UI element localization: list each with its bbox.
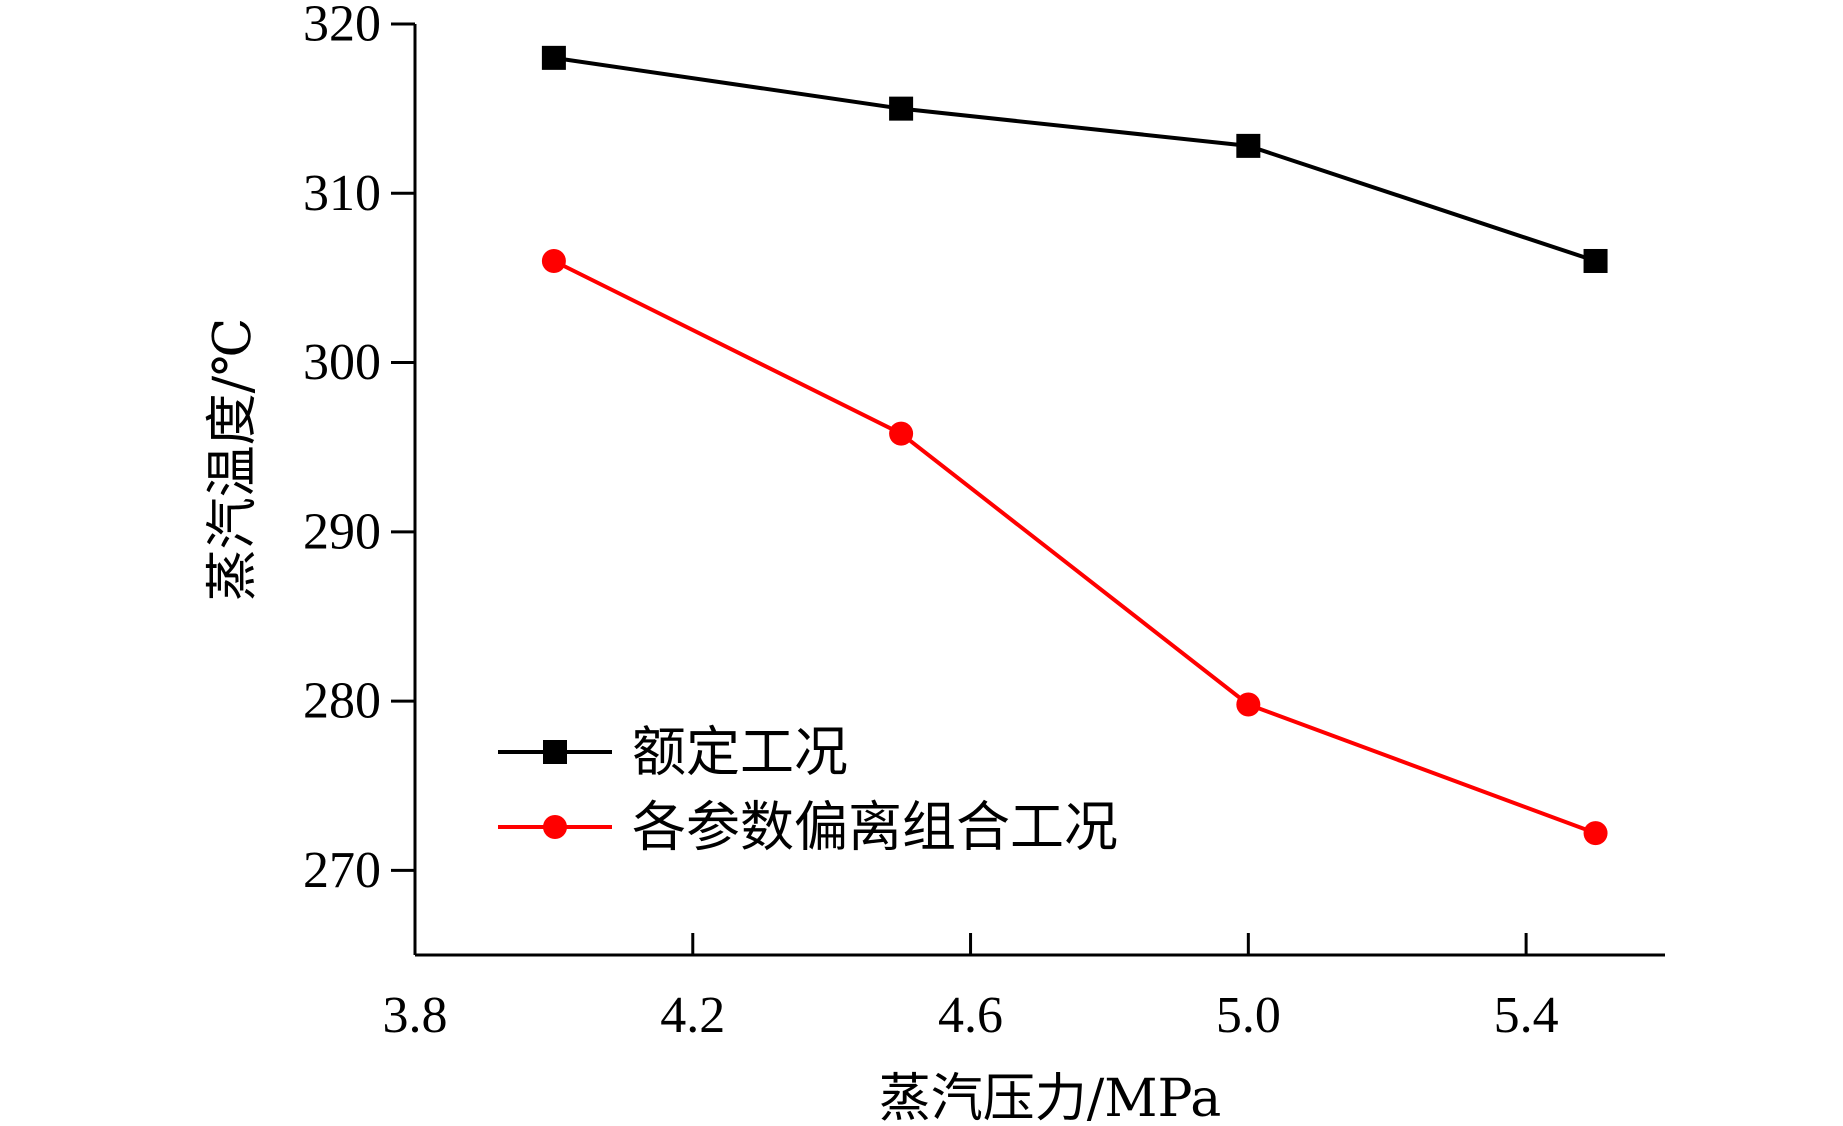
y-tick-label: 270 bbox=[303, 842, 381, 899]
data-point bbox=[1583, 248, 1608, 273]
x-tick-label: 5.0 bbox=[1216, 987, 1281, 1044]
legend-item: 额定工况 bbox=[498, 721, 848, 784]
legend-label: 各参数偏离组合工况 bbox=[632, 796, 1118, 859]
y-tick-label: 310 bbox=[303, 165, 381, 222]
y-axis-label: 蒸汽温度/℃ bbox=[203, 318, 263, 602]
series-1 bbox=[541, 45, 1608, 273]
y-tick-label: 320 bbox=[303, 0, 381, 53]
legend-marker bbox=[543, 740, 567, 764]
data-point bbox=[1236, 133, 1261, 158]
x-tick-label: 4.2 bbox=[660, 987, 725, 1044]
series-line bbox=[552, 259, 1597, 835]
x-tick-label: 5.4 bbox=[1494, 987, 1559, 1044]
x-axis-ticks: 3.8 4.2 4.6 5.0 5.4 bbox=[383, 933, 1559, 1044]
x-axis-label: 蒸汽压力/MPa bbox=[879, 1069, 1221, 1126]
series-line bbox=[553, 55, 1597, 263]
legend-label: 额定工况 bbox=[632, 721, 848, 784]
y-tick-label: 290 bbox=[303, 503, 381, 560]
series-layer bbox=[541, 45, 1608, 846]
legend-item: 各参数偏离组合工况 bbox=[498, 796, 1118, 859]
x-tick-label: 3.8 bbox=[383, 987, 448, 1044]
y-tick-label: 280 bbox=[303, 673, 381, 730]
axes bbox=[413, 24, 1665, 957]
data-point bbox=[541, 45, 566, 70]
series-2 bbox=[541, 248, 1608, 846]
y-tick-label: 300 bbox=[303, 334, 381, 391]
data-point bbox=[1583, 821, 1608, 846]
legend-marker bbox=[543, 815, 567, 839]
y-axis-ticks: 270 280 290 300 310 320 bbox=[303, 0, 415, 899]
data-point bbox=[1236, 692, 1261, 717]
x-tick-label: 4.6 bbox=[938, 987, 1003, 1044]
data-point bbox=[889, 96, 914, 121]
data-point bbox=[541, 248, 566, 273]
data-point bbox=[889, 421, 914, 446]
